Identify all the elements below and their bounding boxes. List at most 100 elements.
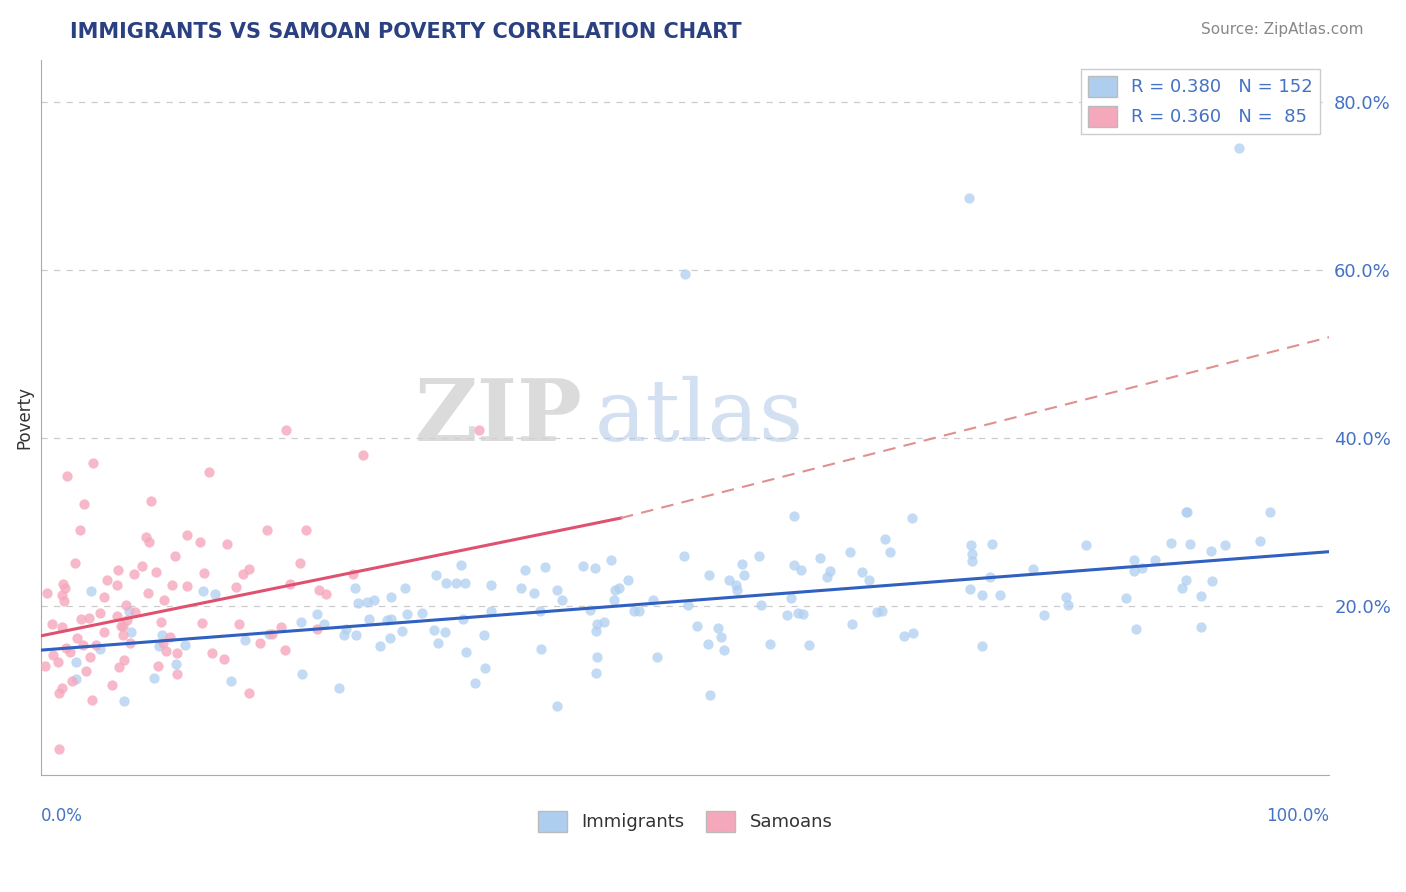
Point [959,582,981,596]
Point [274,423,297,437]
Point [815,570,838,584]
Point [80,583,103,598]
Point [115,613,138,627]
Point [107,563,129,577]
Point [411,606,433,620]
Point [1201,574,1223,589]
Point [290,557,312,571]
Point [572,558,595,573]
Point [82,456,104,470]
Point [217,536,239,550]
Point [600,553,623,567]
Point [344,628,367,642]
Point [188,534,211,549]
Point [135,531,157,545]
Point [586,616,609,631]
Point [69,524,91,538]
Point [901,510,924,524]
Point [1189,589,1212,603]
Point [616,573,638,587]
Point [446,575,468,590]
Point [249,636,271,650]
Point [479,577,502,591]
Point [529,604,551,618]
Point [454,575,477,590]
Point [645,649,668,664]
Point [201,646,224,660]
Point [546,698,568,713]
Point [960,554,983,568]
Point [790,563,813,577]
Point [685,619,707,633]
Point [72,638,94,652]
Point [138,534,160,549]
Point [166,646,188,660]
Point [48,686,70,700]
Point [425,568,447,582]
Point [901,626,924,640]
Y-axis label: Poverty: Poverty [15,385,32,449]
Point [219,674,242,689]
Point [89,641,111,656]
Point [75,665,97,679]
Point [523,586,546,600]
Point [65,672,87,686]
Point [274,643,297,657]
Point [363,592,385,607]
Point [225,580,247,594]
Point [150,615,173,629]
Point [305,622,328,636]
Point [1143,553,1166,567]
Point [52,577,75,591]
Point [89,607,111,621]
Point [153,592,176,607]
Point [759,637,782,651]
Point [551,592,574,607]
Point [1171,581,1194,595]
Point [359,612,381,626]
Point [1174,505,1197,519]
Point [193,566,215,581]
Point [343,581,366,595]
Point [725,582,748,597]
Point [212,652,235,666]
Point [305,607,328,622]
Point [117,604,139,618]
Point [776,607,799,622]
Point [1123,553,1146,567]
Point [710,630,733,644]
Point [173,638,195,652]
Point [197,465,219,479]
Point [65,655,87,669]
Point [731,557,754,571]
Point [866,606,889,620]
Point [48,742,70,756]
Point [256,523,278,537]
Point [513,563,536,577]
Point [426,636,449,650]
Point [101,678,124,692]
Point [434,575,457,590]
Point [148,639,170,653]
Point [627,604,650,618]
Point [1115,591,1137,606]
Point [112,694,135,708]
Point [875,532,897,546]
Point [166,667,188,681]
Point [122,566,145,581]
Point [111,619,134,633]
Point [988,588,1011,602]
Point [380,631,402,645]
Point [718,574,741,588]
Point [808,551,831,566]
Point [139,494,162,508]
Point [534,560,557,574]
Point [332,628,354,642]
Point [142,672,165,686]
Point [84,638,107,652]
Point [464,676,486,690]
Point [93,591,115,605]
Point [53,581,76,595]
Point [970,588,993,602]
Point [1175,505,1198,519]
